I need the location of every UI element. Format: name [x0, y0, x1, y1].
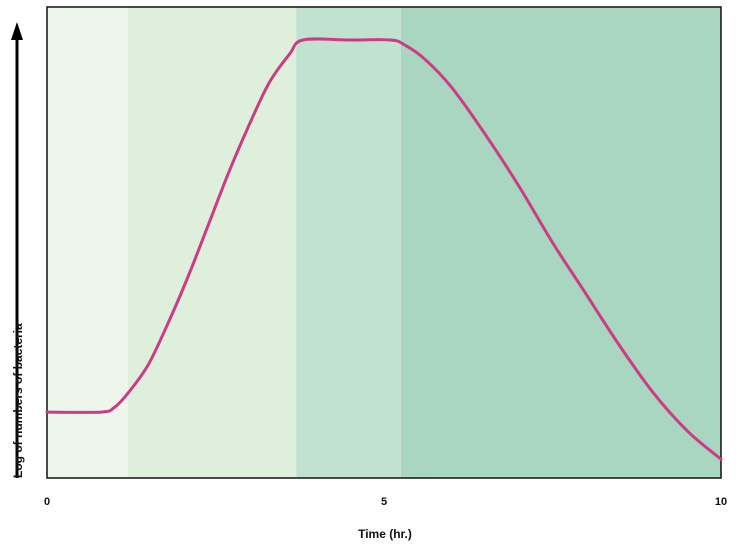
- x-axis-title: Time (hr.): [358, 527, 412, 541]
- x-tick-labels: 0 5 10: [44, 496, 727, 508]
- plot-frame: [46, 6, 722, 479]
- y-axis-title: Log of numbers of bacteria: [11, 323, 25, 478]
- phase-bands: [47, 7, 721, 478]
- y-axis-arrow: [11, 22, 23, 478]
- y-axis-arrowhead: [11, 22, 23, 40]
- x-tick-label: 5: [381, 496, 387, 508]
- x-tick-label: 0: [44, 496, 50, 508]
- phase-band-4: [400, 7, 721, 478]
- phase-band-1: [47, 7, 128, 478]
- growth-curve-line: [45, 37, 723, 461]
- x-tick-label: 10: [715, 496, 727, 508]
- phase-band-3: [296, 7, 401, 478]
